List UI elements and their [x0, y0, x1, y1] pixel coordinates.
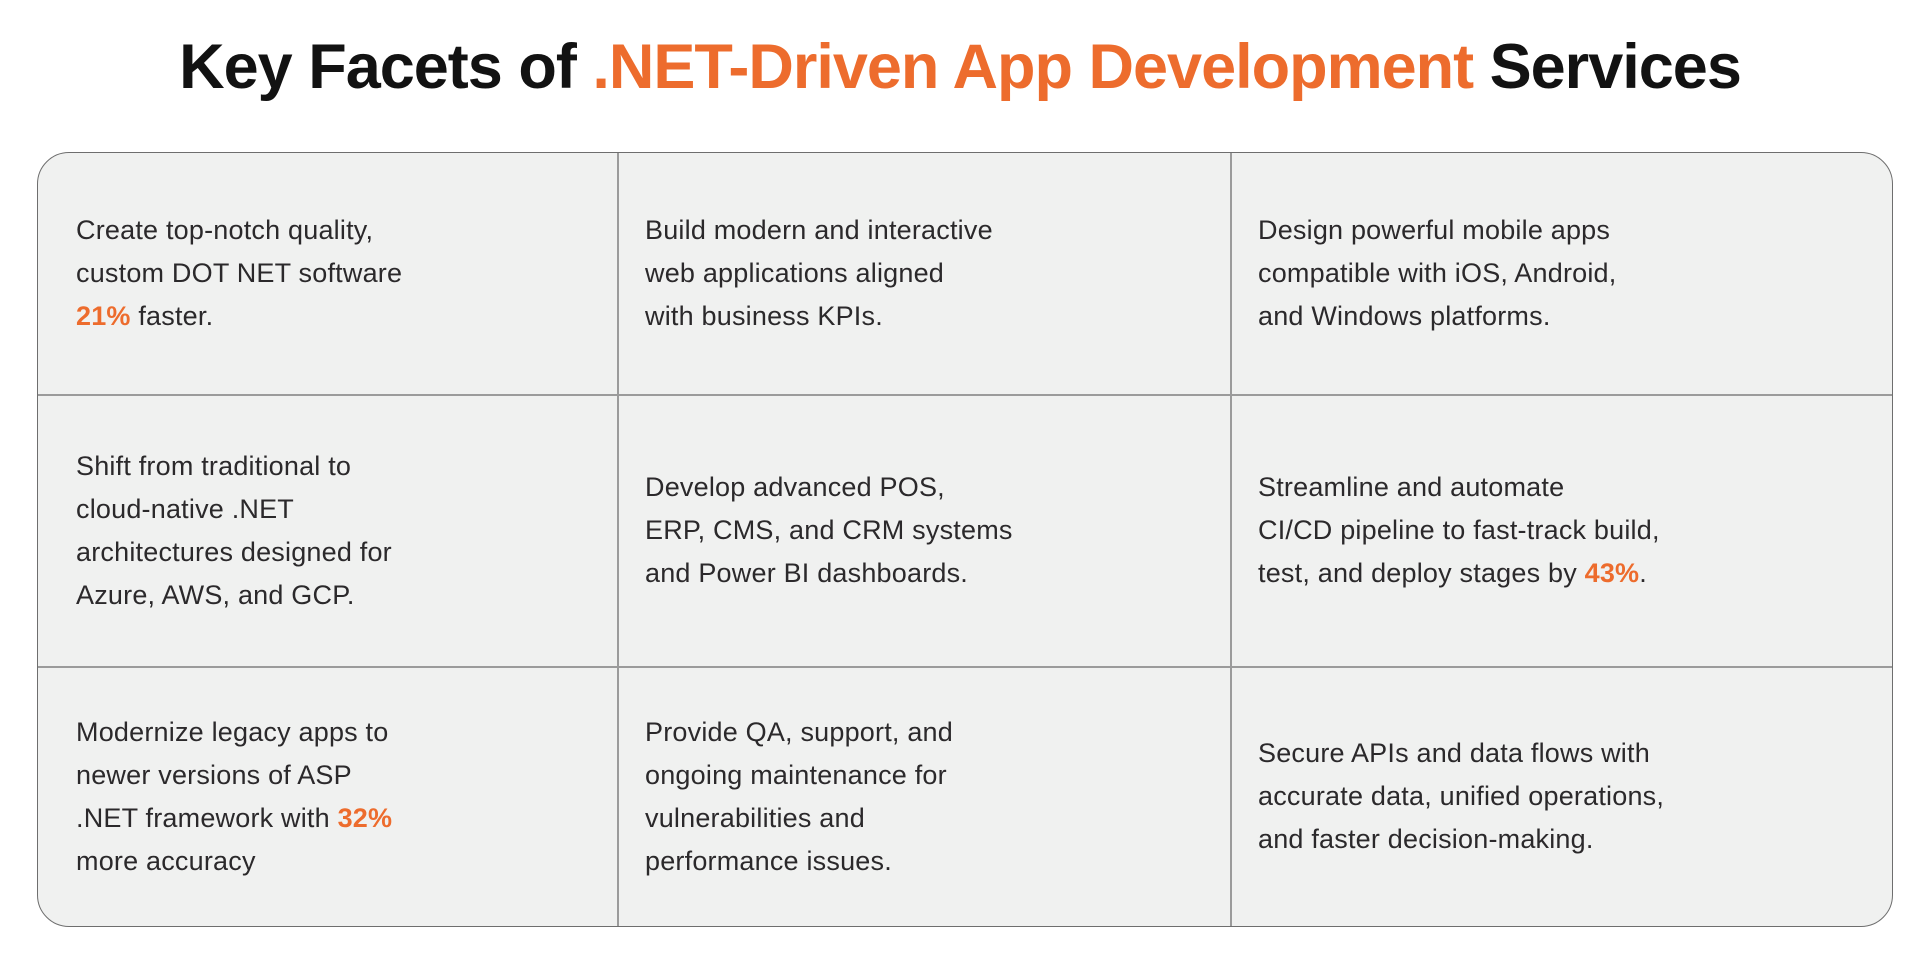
cell-text: Build modern and interactive web applica… — [645, 214, 993, 331]
grid-cell-r2-c1: Shift from traditional to cloud-native .… — [38, 395, 619, 668]
cell-text: Provide QA, support, and ongoing mainten… — [645, 716, 953, 876]
grid-cell-r3-c1: Modernize legacy apps to newer versions … — [38, 667, 619, 926]
grid-cell-r3-c2: Provide QA, support, and ongoing mainten… — [619, 667, 1232, 926]
grid-cell-r1-c3: Design powerful mobile apps compatible w… — [1232, 153, 1892, 396]
cell-text: Develop advanced POS, ERP, CMS, and CRM … — [645, 472, 1013, 589]
title-highlight: .NET-Driven App Development — [592, 32, 1474, 102]
page-title: Key Facets of .NET-Driven App Developmen… — [0, 30, 1920, 106]
cell-text: Modernize legacy apps to newer versions … — [76, 716, 393, 876]
cell-text: Streamline and automate CI/CD pipeline t… — [1258, 472, 1660, 589]
cell-text: Secure APIs and data flows with accurate… — [1258, 738, 1665, 855]
accent-stat: 43% — [1584, 558, 1640, 589]
cell-text: Design powerful mobile apps compatible w… — [1258, 214, 1617, 331]
title-prefix: Key Facets of — [179, 32, 593, 102]
grid-cell-r3-c3: Secure APIs and data flows with accurate… — [1232, 668, 1892, 926]
accent-stat: 21% — [76, 300, 131, 331]
grid-cell-r1-c1: Create top-notch quality, custom DOT NET… — [38, 152, 619, 396]
services-grid: Create top-notch quality, custom DOT NET… — [37, 151, 1893, 927]
grid-cell-r1-c2: Build modern and interactive web applica… — [619, 152, 1232, 396]
grid-cell-r2-c3: Streamline and automate CI/CD pipeline t… — [1232, 396, 1892, 668]
grid-cell-r2-c2: Develop advanced POS, ERP, CMS, and CRM … — [619, 395, 1232, 668]
title-suffix: Services — [1473, 32, 1742, 102]
accent-stat: 32% — [337, 802, 393, 833]
cell-text: Create top-notch quality, custom DOT NET… — [76, 214, 403, 331]
cell-text: Shift from traditional to cloud-native .… — [76, 450, 392, 610]
